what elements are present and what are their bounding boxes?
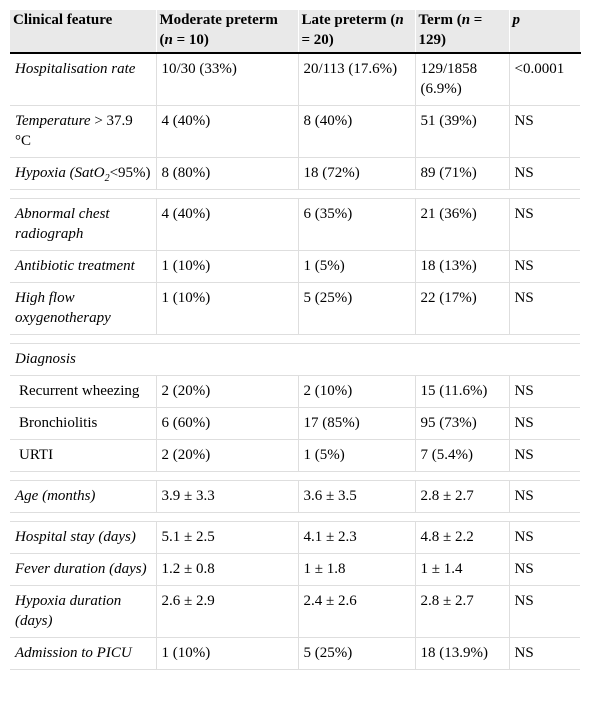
moderate-cell: 3.9 ± 3.3 — [156, 480, 299, 513]
feature-cell: Hypoxia (SatO2<95%) — [10, 157, 157, 190]
late-cell: 2.4 ± 2.6 — [298, 585, 416, 638]
term-cell: 22 (17%) — [415, 282, 510, 335]
header-p-value: p — [509, 10, 581, 54]
late-cell: 17 (85%) — [298, 407, 416, 440]
late-cell: 4.1 ± 2.3 — [298, 521, 416, 554]
p-cell: <0.0001 — [509, 53, 580, 106]
header-term: Term (n = 129) — [415, 10, 510, 54]
table-row: Hospital stay (days) 5.1 ± 2.5 4.1 ± 2.3… — [10, 521, 580, 554]
table-header: Clinical feature Moderate preterm (n = 1… — [10, 10, 581, 54]
moderate-cell: 6 (60%) — [156, 407, 299, 440]
feature-cell: Admission to PICU — [10, 637, 157, 670]
late-cell: 5 (25%) — [298, 282, 416, 335]
moderate-cell: 10/30 (33%) — [156, 53, 299, 106]
term-cell: 7 (5.4%) — [415, 439, 510, 472]
header-moderate-preterm: Moderate preterm (n = 10) — [156, 10, 299, 54]
p-cell: NS — [509, 637, 580, 670]
feature-cell: Fever duration (days) — [10, 553, 157, 586]
term-cell: 2.8 ± 2.7 — [415, 480, 510, 513]
p-cell: NS — [509, 250, 580, 283]
late-cell: 6 (35%) — [298, 198, 416, 251]
moderate-cell: 1 (10%) — [156, 250, 299, 283]
spacer-row — [10, 334, 580, 344]
term-cell: 4.8 ± 2.2 — [415, 521, 510, 554]
p-cell: NS — [509, 480, 580, 513]
feature-cell: Hypoxia duration (days) — [10, 585, 157, 638]
moderate-cell: 8 (80%) — [156, 157, 299, 190]
moderate-cell: 1 (10%) — [156, 637, 299, 670]
spacer-row — [10, 512, 580, 522]
moderate-cell: 4 (40%) — [156, 105, 299, 158]
term-cell: 15 (11.6%) — [415, 375, 510, 408]
term-cell: 18 (13%) — [415, 250, 510, 283]
table-row: Admission to PICU 1 (10%) 5 (25%) 18 (13… — [10, 637, 580, 670]
clinical-features-table: Clinical feature Moderate preterm (n = 1… — [10, 10, 581, 670]
table-row: Hypoxia duration (days) 2.6 ± 2.9 2.4 ± … — [10, 585, 580, 638]
feature-cell: High flow oxygenotherapy — [10, 282, 157, 335]
term-cell: 21 (36%) — [415, 198, 510, 251]
spacer-row — [10, 189, 580, 199]
moderate-cell: 1 (10%) — [156, 282, 299, 335]
table-row: URTI 2 (20%) 1 (5%) 7 (5.4%) NS — [10, 439, 580, 472]
term-cell: 89 (71%) — [415, 157, 510, 190]
table-row: Temperature > 37.9 °C 4 (40%) 8 (40%) 51… — [10, 105, 580, 158]
p-cell: NS — [509, 407, 580, 440]
header-row: Clinical feature Moderate preterm (n = 1… — [10, 10, 581, 54]
p-cell: NS — [509, 105, 580, 158]
spacer-row — [10, 471, 580, 481]
moderate-cell: 2.6 ± 2.9 — [156, 585, 299, 638]
p-cell: NS — [509, 553, 580, 586]
p-cell: NS — [509, 439, 580, 472]
late-cell: 20/113 (17.6%) — [298, 53, 416, 106]
section-label: Diagnosis — [10, 343, 580, 376]
feature-cell: Bronchiolitis — [10, 407, 157, 440]
moderate-cell: 2 (20%) — [156, 375, 299, 408]
moderate-cell: 1.2 ± 0.8 — [156, 553, 299, 586]
term-cell: 51 (39%) — [415, 105, 510, 158]
table-row: Bronchiolitis 6 (60%) 17 (85%) 95 (73%) … — [10, 407, 580, 440]
table-row: Abnormal chest radiograph 4 (40%) 6 (35%… — [10, 198, 580, 251]
feature-cell: Hospitalisation rate — [10, 53, 157, 106]
table-row: Hospitalisation rate 10/30 (33%) 20/113 … — [10, 53, 580, 106]
p-cell: NS — [509, 375, 580, 408]
table-row: Hypoxia (SatO2<95%) 8 (80%) 18 (72%) 89 … — [10, 157, 580, 190]
late-cell: 5 (25%) — [298, 637, 416, 670]
late-cell: 18 (72%) — [298, 157, 416, 190]
header-late-preterm: Late preterm (n = 20) — [298, 10, 416, 54]
feature-cell: Recurrent wheezing — [10, 375, 157, 408]
late-cell: 2 (10%) — [298, 375, 416, 408]
moderate-cell: 2 (20%) — [156, 439, 299, 472]
late-cell: 8 (40%) — [298, 105, 416, 158]
feature-cell: Antibiotic treatment — [10, 250, 157, 283]
p-cell: NS — [509, 521, 580, 554]
p-cell: NS — [509, 282, 580, 335]
table-row: Fever duration (days) 1.2 ± 0.8 1 ± 1.8 … — [10, 553, 580, 586]
late-cell: 3.6 ± 3.5 — [298, 480, 416, 513]
feature-cell: URTI — [10, 439, 157, 472]
table-row: Antibiotic treatment 1 (10%) 1 (5%) 18 (… — [10, 250, 580, 283]
moderate-cell: 5.1 ± 2.5 — [156, 521, 299, 554]
feature-cell: Abnormal chest radiograph — [10, 198, 157, 251]
term-cell: 129/1858 (6.9%) — [415, 53, 510, 106]
term-cell: 1 ± 1.4 — [415, 553, 510, 586]
term-cell: 95 (73%) — [415, 407, 510, 440]
table-body: Hospitalisation rate 10/30 (33%) 20/113 … — [10, 53, 580, 670]
term-cell: 2.8 ± 2.7 — [415, 585, 510, 638]
feature-cell: Temperature > 37.9 °C — [10, 105, 157, 158]
header-clinical-feature: Clinical feature — [10, 10, 157, 54]
feature-cell: Hospital stay (days) — [10, 521, 157, 554]
table-row: Age (months) 3.9 ± 3.3 3.6 ± 3.5 2.8 ± 2… — [10, 480, 580, 513]
late-cell: 1 (5%) — [298, 439, 416, 472]
p-cell: NS — [509, 157, 580, 190]
late-cell: 1 (5%) — [298, 250, 416, 283]
moderate-cell: 4 (40%) — [156, 198, 299, 251]
section-row-diagnosis: Diagnosis — [10, 343, 580, 376]
feature-cell: Age (months) — [10, 480, 157, 513]
p-cell: NS — [509, 585, 580, 638]
table-row: High flow oxygenotherapy 1 (10%) 5 (25%)… — [10, 282, 580, 335]
term-cell: 18 (13.9%) — [415, 637, 510, 670]
p-cell: NS — [509, 198, 580, 251]
late-cell: 1 ± 1.8 — [298, 553, 416, 586]
table-row: Recurrent wheezing 2 (20%) 2 (10%) 15 (1… — [10, 375, 580, 408]
